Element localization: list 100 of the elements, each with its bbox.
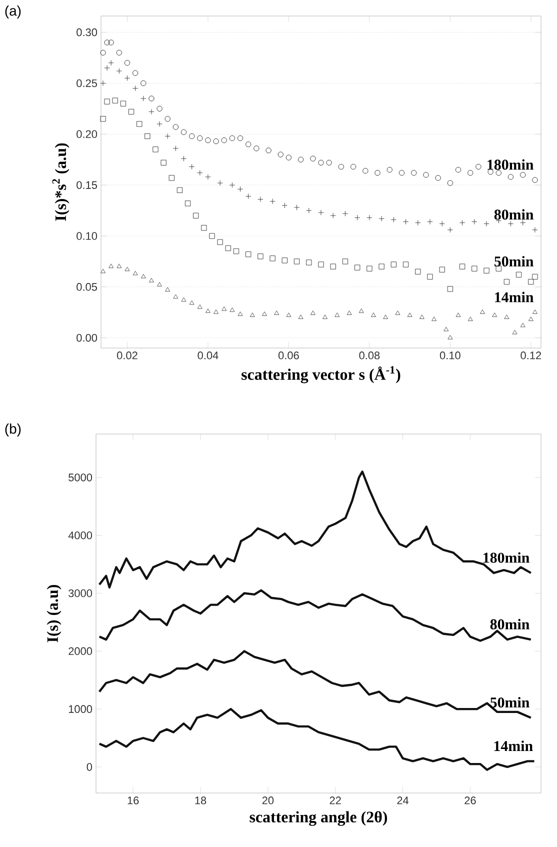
y-tick-label: 0.10 [76,232,98,240]
point [108,264,114,268]
point [152,146,158,152]
point [427,274,433,280]
point [165,287,170,292]
point [245,251,252,258]
point [193,212,199,218]
point [237,135,244,142]
point [504,278,510,285]
point [173,294,178,299]
point [298,314,304,320]
point [221,137,227,144]
y-tick-label: 2000 [68,647,92,656]
point [140,80,146,86]
point [230,307,235,312]
point [104,98,110,104]
point [197,304,202,309]
point [116,264,122,268]
point [354,264,360,270]
point [124,266,130,272]
series-label: 50min [494,256,534,267]
point [128,108,134,115]
x-tick-label: 18 [195,796,206,804]
point [258,253,264,260]
point [516,272,522,278]
point [455,166,462,173]
chart-title: (a) [5,6,21,19]
point [398,170,405,176]
point [330,264,336,270]
point [148,278,154,282]
point [334,312,340,317]
point [532,274,538,280]
point [156,106,162,112]
point [144,133,150,140]
point [366,266,372,272]
point [346,310,352,315]
point [528,316,534,322]
point [504,314,510,320]
x-tick-label: 16 [128,796,139,804]
point [222,306,227,311]
line-series [98,589,532,642]
point [108,40,114,46]
point [225,245,232,252]
x-tick-label: 22 [330,796,341,804]
point [448,334,453,340]
line-series [98,470,532,589]
point [444,326,449,332]
point [378,264,384,270]
chart-title: (b) [5,424,21,437]
point [188,133,195,140]
x-tick-label: 20 [262,796,274,804]
point [229,135,236,142]
point [492,312,498,317]
series-label: 14min [495,292,534,302]
point [148,96,154,102]
point [201,224,207,231]
point [140,274,146,278]
point [168,175,174,181]
point [318,160,324,166]
point [181,297,186,302]
point [132,70,138,76]
x-axis-title: scattering vector s (Å$^{-1}$) [242,366,400,384]
point [423,172,429,178]
point [250,312,255,317]
point [318,262,324,268]
x-tick-label: 0.06 [278,352,299,360]
point [496,170,502,176]
point [310,156,316,162]
point [136,121,142,127]
point [459,264,466,270]
x-tick-label: 24 [397,796,409,804]
x-tick-label: 0.10 [440,352,460,360]
point [520,172,526,178]
point [214,310,219,314]
point [407,312,412,317]
point [294,258,300,264]
point [245,141,252,148]
x-tick-label: 0.12 [520,352,542,360]
x-tick-label: 26 [464,796,476,804]
point [213,138,219,144]
y-tick-label: 0.00 [76,334,98,342]
point [157,282,162,286]
point [342,258,348,264]
x-tick-label: 0.04 [198,352,218,360]
point [217,239,223,245]
point [435,175,441,181]
point [116,50,122,56]
point [508,174,514,180]
point [262,312,267,316]
y-tick-label: 0.25 [76,79,98,88]
point [395,310,400,315]
point [205,308,210,313]
y-tick-label: 0 [86,763,92,771]
point [410,170,417,176]
point [238,312,243,316]
point [386,166,392,173]
point [480,310,485,314]
point [176,187,183,193]
point [468,316,473,322]
point [172,124,179,130]
